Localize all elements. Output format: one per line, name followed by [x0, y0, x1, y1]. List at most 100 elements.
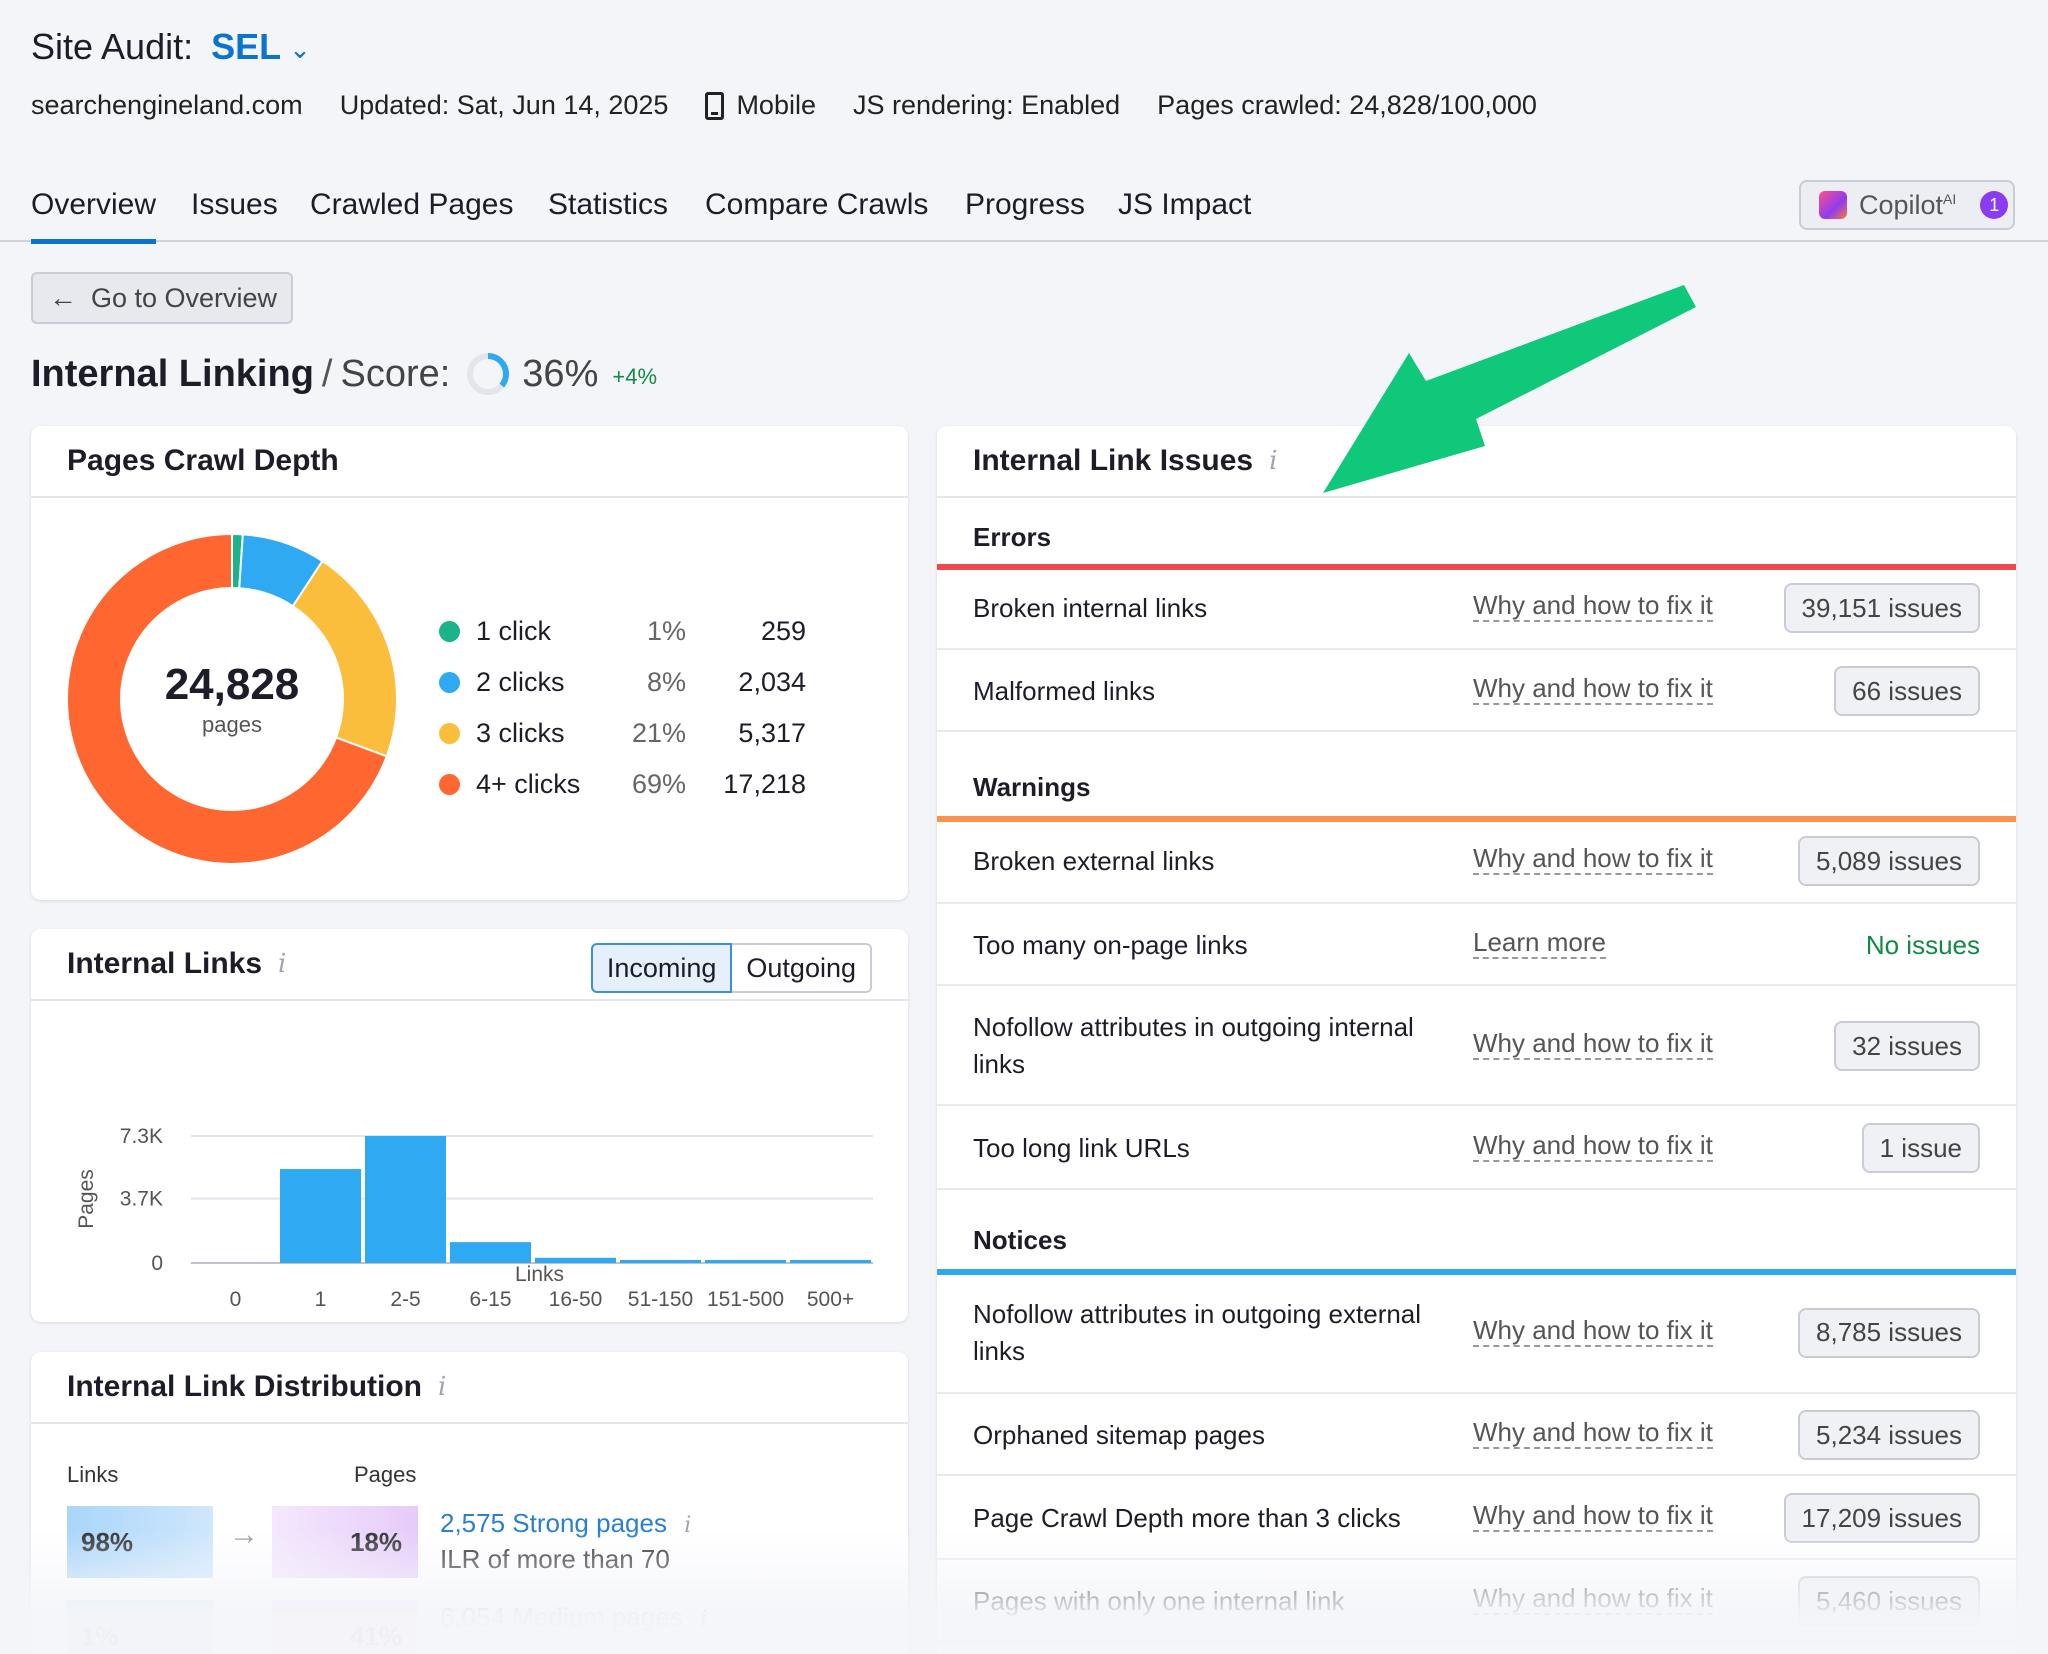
issue-count-button[interactable]: 1 issue [1861, 1123, 1980, 1173]
y-tick-label: 7.3K [120, 1125, 163, 1148]
score-ring-icon [467, 353, 510, 395]
donut-slice-3[interactable] [67, 534, 388, 864]
updated-label: Updated: Sat, Jun 14, 2025 [339, 90, 669, 120]
outgoing-toggle[interactable]: Outgoing [732, 943, 872, 993]
why-fix-link[interactable]: Why and how to fix it [1473, 1130, 1713, 1162]
internal-links-card: Internal Links i Incoming Outgoing 7.3K 3… [31, 929, 908, 1322]
strong-pages-link[interactable]: 2,575 Strong pages i [440, 1508, 692, 1538]
section-title-warnings: Warnings [973, 772, 1091, 802]
y-tick-label: 3.7K [120, 1188, 163, 1211]
strong-links-pct: 98% [67, 1506, 213, 1578]
tab-crawled-pages[interactable]: Crawled Pages [310, 188, 514, 221]
legend-dot [439, 723, 460, 744]
issue-count-button[interactable]: 17,209 issues [1783, 1493, 1980, 1543]
info-icon[interactable]: i [278, 949, 287, 979]
legend-count: 17,218 [723, 769, 806, 799]
legend-label: 2 clicks [476, 667, 565, 697]
x-tick-label: 500+ [807, 1288, 854, 1311]
why-fix-link[interactable]: Why and how to fix it [1473, 1314, 1713, 1347]
info-icon[interactable]: i [1269, 446, 1278, 476]
legend-count: 2,034 [738, 667, 806, 697]
internal-links-title: Internal Links [67, 947, 263, 980]
internal-link-issues-card: Internal Link Issues i Errors Broken inte… [937, 426, 2016, 1654]
legend-label: 3 clicks [476, 718, 565, 748]
arrow-left-icon: ← [49, 282, 77, 313]
domain-label: searchengineland.com [31, 90, 303, 120]
why-fix-link[interactable]: Why and how to fix it [1473, 673, 1713, 705]
issue-count-button[interactable]: 5,234 issues [1798, 1410, 1980, 1460]
why-fix-link[interactable]: Why and how to fix it [1473, 1500, 1713, 1532]
crawl-depth-legend: 1 click 1% 259 2 clicks 8% 2,034 3 click… [439, 606, 806, 810]
issue-name: Nofollow attributes in outgoing internal… [973, 1012, 1414, 1079]
legend-row: 3 clicks 21% 5,317 [439, 708, 806, 759]
link-distribution-title: Internal Link Distribution [67, 1370, 423, 1403]
why-fix-link[interactable]: Why and how to fix it [1473, 1028, 1713, 1060]
why-fix-link[interactable]: Why and how to fix it [1473, 590, 1713, 622]
issue-count-button[interactable]: 66 issues [1834, 666, 1980, 716]
learn-more-link[interactable]: Learn more [1473, 927, 1606, 959]
internal-links-histogram: 7.3K 3.7K 0 0 1 2-5 6-15 16-50 51-150 151-500 500+… [75, 1125, 873, 1311]
section-bar [937, 1269, 2016, 1275]
x-tick-label: 6-15 [469, 1288, 511, 1311]
issue-count-button[interactable]: 5,460 issues [1798, 1576, 1980, 1626]
copilot-count-badge: 1 [1980, 191, 2009, 219]
x-tick-label: 0 [230, 1288, 242, 1311]
incoming-toggle[interactable]: Incoming [590, 943, 733, 993]
section-bar [937, 564, 2016, 570]
why-fix-link[interactable]: Why and how to fix it [1473, 843, 1713, 875]
legend-dot [439, 774, 460, 795]
crawl-depth-donut [67, 534, 397, 864]
issue-row: Page Crawl Depth more than 3 clicks Why a… [937, 1476, 2016, 1560]
tab-js-impact[interactable]: JS Impact [1118, 188, 1252, 221]
copilot-button[interactable]: CopilotAI 1 [1799, 180, 2015, 230]
tab-progress[interactable]: Progress [965, 188, 1086, 221]
histogram-bar[interactable] [620, 1260, 701, 1263]
x-tick-label: 151-500 [707, 1288, 784, 1311]
issue-name: Broken external links [973, 845, 1215, 876]
title-prefix: Site Audit: [31, 26, 194, 67]
issue-count-button[interactable]: 32 issues [1834, 1021, 1980, 1071]
link-distribution-card: Internal Link Distribution i Links Pages… [31, 1352, 908, 1654]
medium-pages-link[interactable]: 6,054 Medium pages i [440, 1602, 708, 1632]
arrow-right-icon: → [229, 1518, 259, 1551]
legend-label: 1 click [476, 616, 552, 646]
histogram-bar[interactable] [280, 1169, 361, 1263]
why-fix-link[interactable]: Why and how to fix it [1473, 1417, 1713, 1449]
copilot-logo-icon [1819, 191, 1847, 219]
y-tick-label: 0 [151, 1252, 163, 1275]
histogram-bar[interactable] [365, 1136, 446, 1263]
issue-name: Page Crawl Depth more than 3 clicks [973, 1502, 1401, 1533]
project-selector[interactable]: SEL [211, 26, 282, 67]
why-fix-link[interactable]: Why and how to fix it [1473, 1583, 1713, 1615]
info-icon[interactable]: i [438, 1372, 447, 1402]
x-axis-title: Links [514, 1263, 565, 1286]
tab-overview[interactable]: Overview [31, 188, 157, 244]
histogram-bar[interactable] [790, 1260, 871, 1263]
info-icon: i [700, 1607, 708, 1632]
chevron-down-icon[interactable]: ⌄ [289, 33, 311, 64]
score-value: 36% [522, 352, 599, 395]
issue-row: Too many on-page links Learn more No issue… [937, 904, 2016, 986]
tab-compare-crawls[interactable]: Compare Crawls [705, 188, 929, 221]
histogram-bar[interactable] [705, 1260, 786, 1263]
issue-row: Pages with only one internal link Why and… [937, 1560, 2016, 1642]
go-to-overview-button[interactable]: ← Go to Overview [31, 272, 293, 324]
legend-pct: 69% [631, 769, 686, 799]
issue-row: Too long link URLs Why and how to fix it 1… [937, 1106, 2016, 1190]
legend-pct: 1% [646, 616, 686, 646]
incoming-outgoing-toggle: Incoming Outgoing [590, 943, 872, 993]
issue-row: Nofollow attributes in outgoing external… [937, 1271, 2016, 1394]
legend-row: 2 clicks 8% 2,034 [439, 657, 806, 708]
issue-count-button[interactable]: 5,089 issues [1798, 836, 1980, 886]
issue-count-button[interactable]: 8,785 issues [1798, 1307, 1980, 1358]
tab-statistics[interactable]: Statistics [548, 188, 669, 221]
histogram-bar[interactable] [535, 1257, 616, 1263]
issue-count-button[interactable]: 39,151 issues [1783, 583, 1980, 633]
x-tick-label: 16-50 [549, 1288, 603, 1311]
crawl-depth-card: Pages Crawl Depth 24,828 pages 1 click 1… [31, 426, 908, 900]
x-tick-label: 51-150 [628, 1288, 693, 1311]
strong-pages-sub: ILR of more than 70 [440, 1544, 670, 1574]
tab-issues[interactable]: Issues [191, 188, 278, 221]
histogram-bar[interactable] [450, 1242, 531, 1263]
js-rendering-label: JS rendering: Enabled [852, 90, 1121, 120]
